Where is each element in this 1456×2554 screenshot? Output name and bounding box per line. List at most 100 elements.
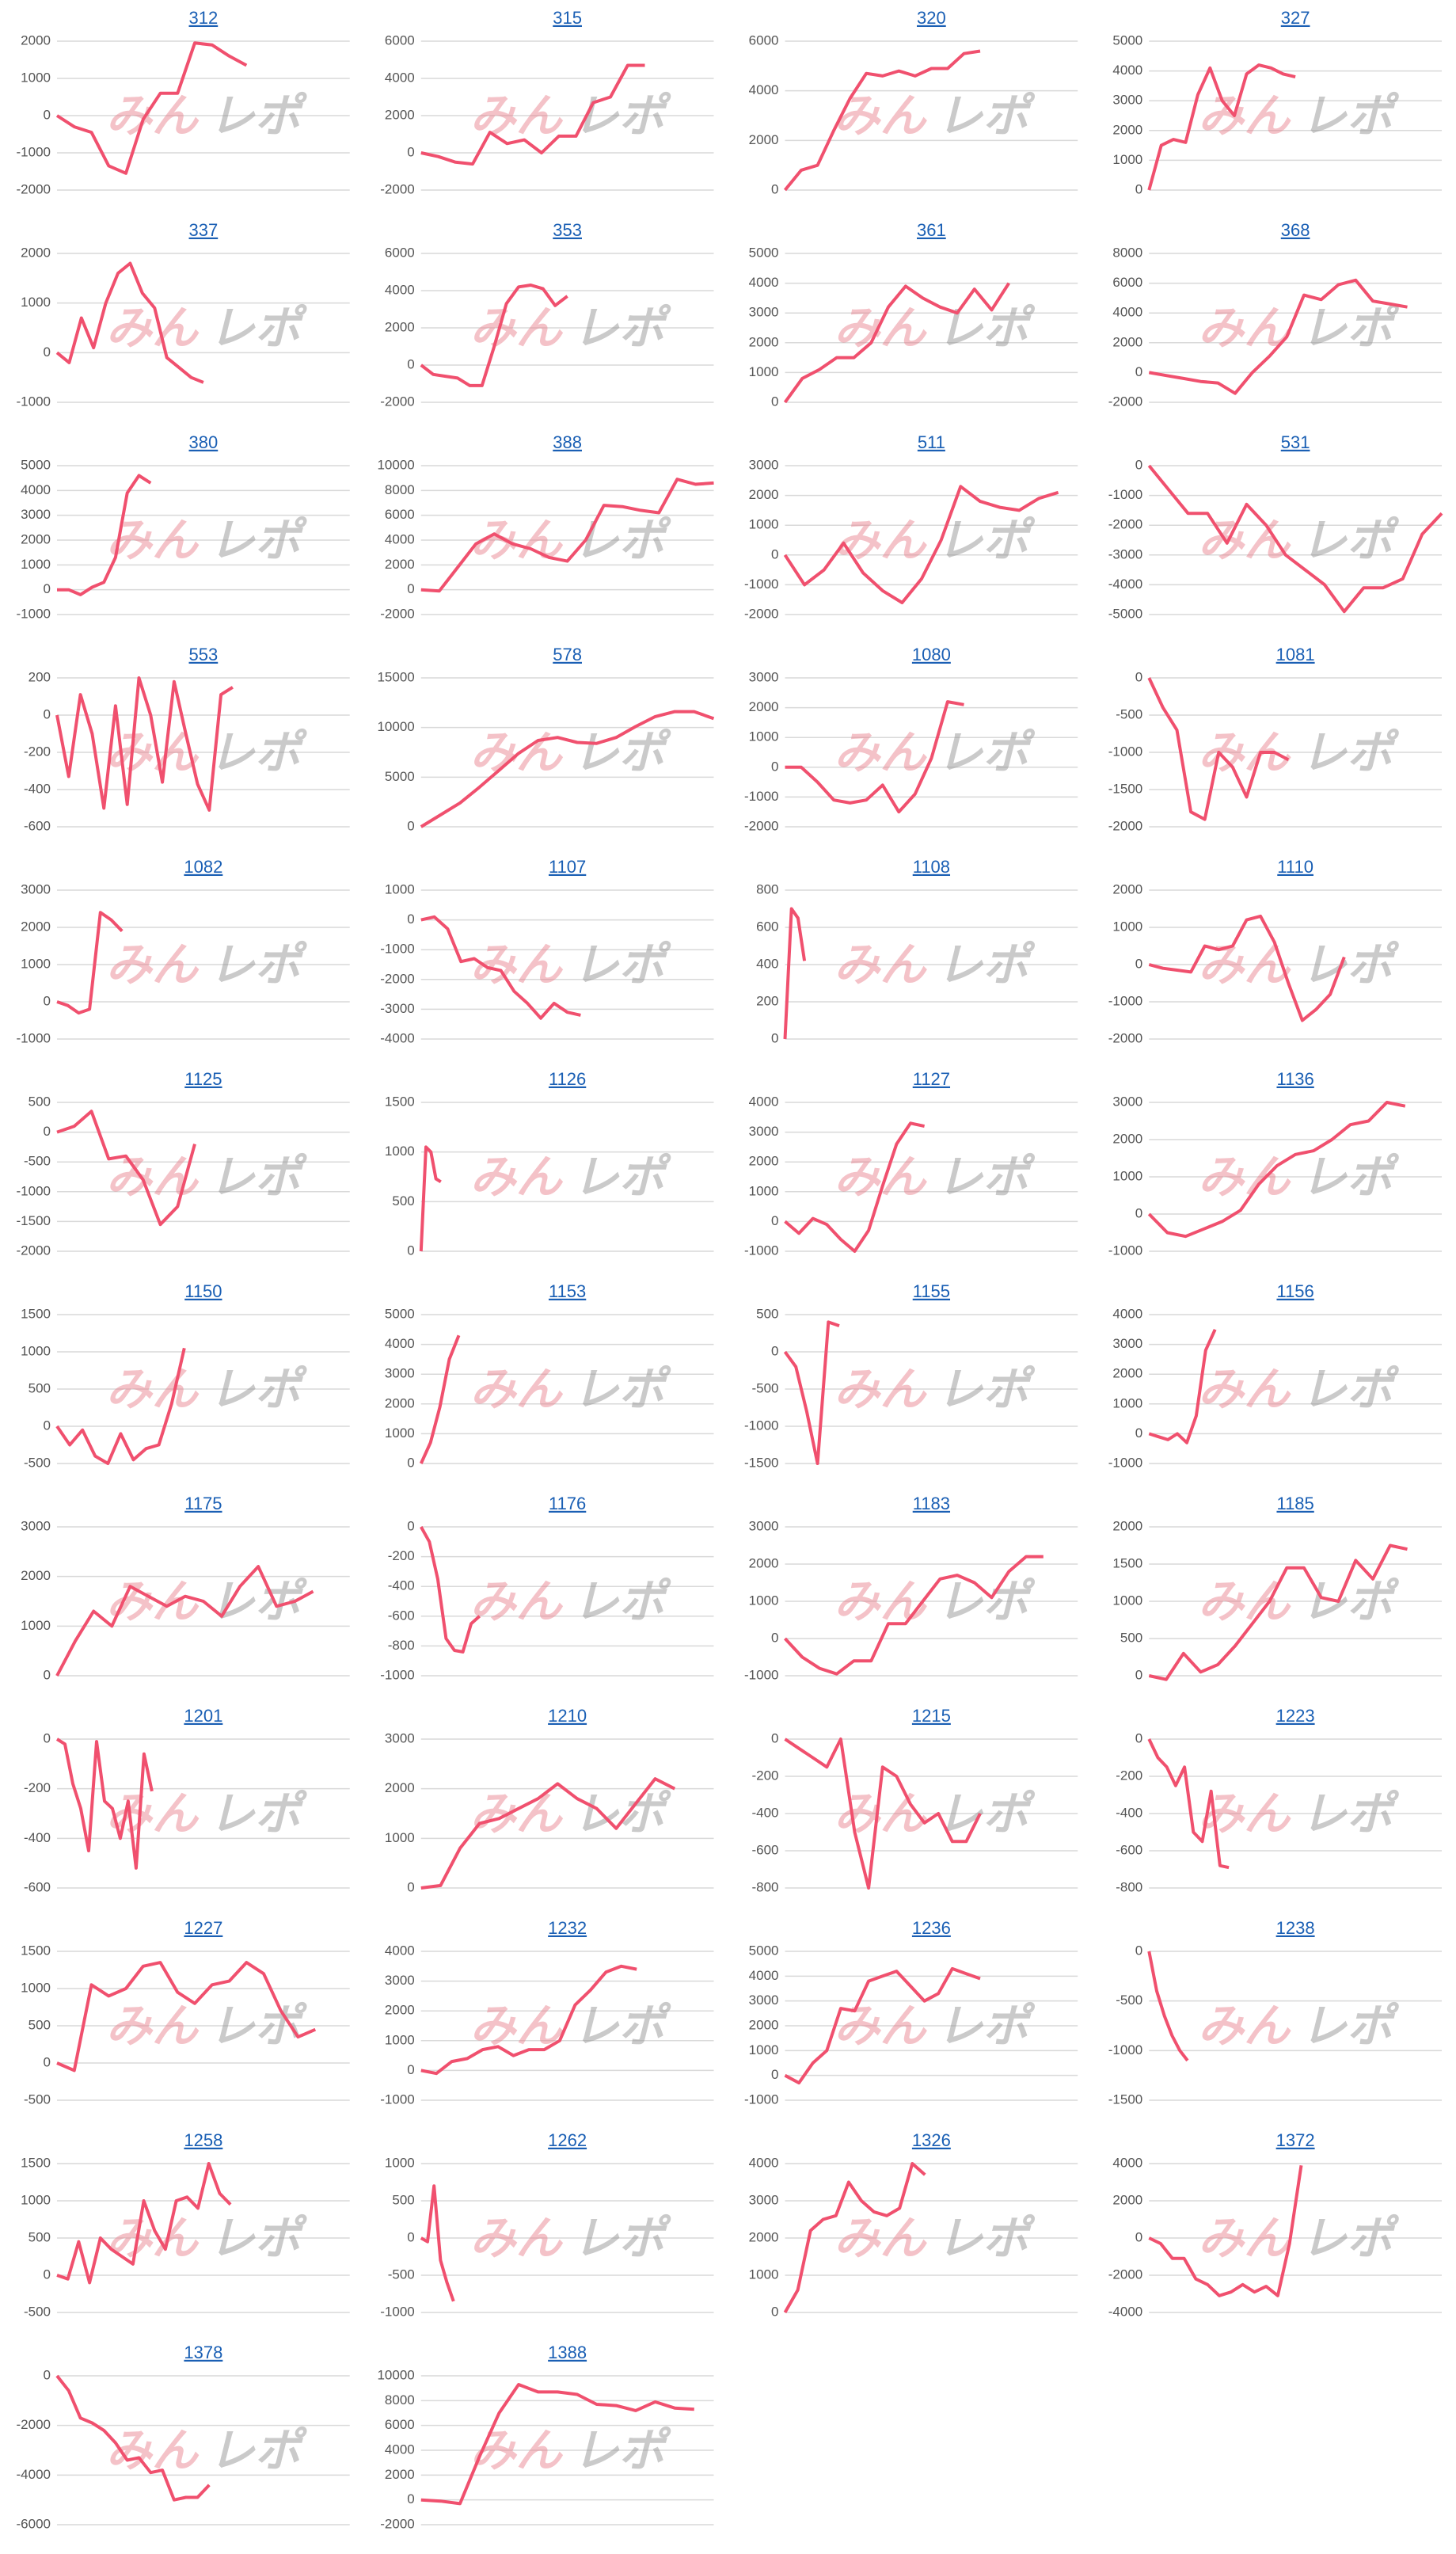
chart-title[interactable]: 1326 — [912, 2130, 951, 2150]
y-tick-label: 0 — [407, 1879, 414, 1894]
watermark: みん レポ — [106, 938, 308, 992]
chart-title[interactable]: 1127 — [913, 1069, 950, 1089]
chart-title[interactable]: 1388 — [548, 2343, 587, 2362]
y-tick-label: 500 — [29, 1380, 51, 1395]
chart-title[interactable]: 1262 — [548, 2130, 587, 2150]
watermark-left: みん — [1198, 1150, 1291, 1204]
chart-title[interactable]: 315 — [553, 8, 582, 28]
chart-title[interactable]: 553 — [189, 645, 219, 664]
y-tick-label: 0 — [1135, 181, 1142, 196]
y-tick-label: 200 — [29, 669, 51, 684]
watermark: みん レポ — [470, 1999, 672, 2053]
data-line — [56, 1110, 196, 1227]
chart-title[interactable]: 531 — [1281, 432, 1310, 452]
chart-title[interactable]: 1107 — [549, 857, 586, 877]
watermark-left: みん — [470, 2211, 564, 2265]
chart-title[interactable]: 380 — [189, 432, 219, 452]
watermark: みん レポ — [1198, 1574, 1400, 1628]
chart-title[interactable]: 1176 — [549, 1494, 586, 1513]
y-tick-label: -500 — [1116, 1993, 1142, 2008]
chart-title[interactable]: 1232 — [548, 1918, 587, 1938]
chart-title[interactable]: 1082 — [184, 857, 222, 877]
chart-title[interactable]: 1175 — [184, 1494, 222, 1513]
chart-title[interactable]: 1153 — [549, 1281, 586, 1301]
watermark-right: レポ — [1301, 1150, 1400, 1204]
chart-title[interactable]: 1110 — [1277, 857, 1313, 877]
y-tick-label: -200 — [24, 744, 51, 759]
chart-title[interactable]: 1156 — [1276, 1281, 1313, 1301]
chart-title[interactable]: 1136 — [1276, 1069, 1313, 1089]
chart-title[interactable]: 1236 — [912, 1918, 951, 1938]
y-tick-label: 2000 — [1112, 1366, 1142, 1381]
watermark-left: みん — [1198, 938, 1291, 992]
y-tick-label: -1500 — [744, 1455, 778, 1470]
watermark-left: みん — [834, 513, 927, 567]
chart-title[interactable]: 1125 — [184, 1069, 222, 1089]
chart-title[interactable]: 578 — [553, 645, 582, 664]
data-line — [1147, 63, 1296, 191]
chart-title[interactable]: 361 — [917, 220, 946, 240]
y-tick-label: -4000 — [1108, 577, 1142, 592]
y-tick-label: 1000 — [21, 2192, 51, 2207]
y-tick-label: 6000 — [749, 32, 779, 48]
chart-title[interactable]: 1201 — [184, 1706, 222, 1726]
y-tick-label: -5000 — [1108, 606, 1142, 621]
watermark-right: レポ — [937, 1362, 1036, 1416]
y-tick-label: -1000 — [744, 1667, 778, 1682]
y-tick-label: 2000 — [749, 334, 779, 349]
chart-title[interactable]: 1183 — [913, 1494, 950, 1513]
y-tick-label: -500 — [24, 2092, 51, 2107]
data-line — [784, 1966, 981, 2085]
watermark-right: レポ — [209, 1150, 308, 1204]
chart-title[interactable]: 1080 — [912, 645, 951, 664]
chart-title[interactable]: 320 — [917, 8, 946, 28]
chart-title[interactable]: 1223 — [1276, 1706, 1315, 1726]
y-tick-label: 2000 — [385, 1395, 415, 1410]
chart-title[interactable]: 1238 — [1276, 1918, 1315, 1938]
chart-title[interactable]: 368 — [1281, 220, 1310, 240]
data-line — [55, 2374, 211, 2502]
y-tick-label: 0 — [44, 706, 51, 721]
chart-title[interactable]: 1081 — [1276, 645, 1315, 664]
watermark-right: レポ — [1301, 89, 1400, 143]
chart-title[interactable]: 327 — [1281, 8, 1310, 28]
chart-title[interactable]: 1126 — [549, 1069, 586, 1089]
watermark-right: レポ — [937, 725, 1036, 779]
watermark-right: レポ — [573, 1362, 672, 1416]
chart-title[interactable]: 312 — [189, 8, 219, 28]
y-tick-label: 4000 — [749, 82, 779, 97]
y-tick-label: 4000 — [749, 1968, 779, 1983]
y-tick-label: 1000 — [1112, 1168, 1142, 1183]
watermark: みん レポ — [1198, 1150, 1400, 1204]
y-tick-label: 1000 — [21, 1980, 51, 1995]
y-tick-label: 3000 — [385, 1973, 415, 1988]
watermark-left: みん — [1198, 301, 1291, 355]
chart-title[interactable]: 1210 — [548, 1706, 587, 1726]
chart-title[interactable]: 1215 — [912, 1706, 951, 1726]
chart-title[interactable]: 1150 — [184, 1281, 222, 1301]
chart-title[interactable]: 1108 — [913, 857, 950, 877]
chart-title[interactable]: 1378 — [184, 2343, 222, 2362]
watermark: みん レポ — [470, 89, 672, 143]
chart-title[interactable]: 337 — [189, 220, 219, 240]
chart-title[interactable]: 511 — [918, 432, 945, 452]
chart-title[interactable]: 1372 — [1276, 2130, 1315, 2150]
y-tick-label: 0 — [407, 144, 414, 159]
y-tick-label: 0 — [771, 2067, 778, 2082]
watermark: みん レポ — [470, 301, 672, 355]
chart-title[interactable]: 388 — [553, 432, 582, 452]
y-tick-label: 4000 — [1112, 1306, 1142, 1321]
chart-title[interactable]: 353 — [553, 220, 582, 240]
chart-title[interactable]: 1185 — [1276, 1494, 1313, 1513]
y-tick-label: 5000 — [21, 457, 51, 472]
y-tick-label: -1000 — [380, 1667, 414, 1682]
watermark-right: レポ — [573, 1150, 672, 1204]
y-tick-label: -2000 — [17, 1243, 51, 1258]
watermark-left: みん — [834, 938, 927, 992]
y-tick-label: 10000 — [377, 457, 414, 472]
chart-title[interactable]: 1227 — [184, 1918, 222, 1938]
y-tick-label: 1500 — [385, 1094, 415, 1109]
chart-title[interactable]: 1155 — [913, 1281, 950, 1301]
y-tick-label: 1000 — [749, 2042, 779, 2057]
chart-title[interactable]: 1258 — [184, 2130, 222, 2150]
